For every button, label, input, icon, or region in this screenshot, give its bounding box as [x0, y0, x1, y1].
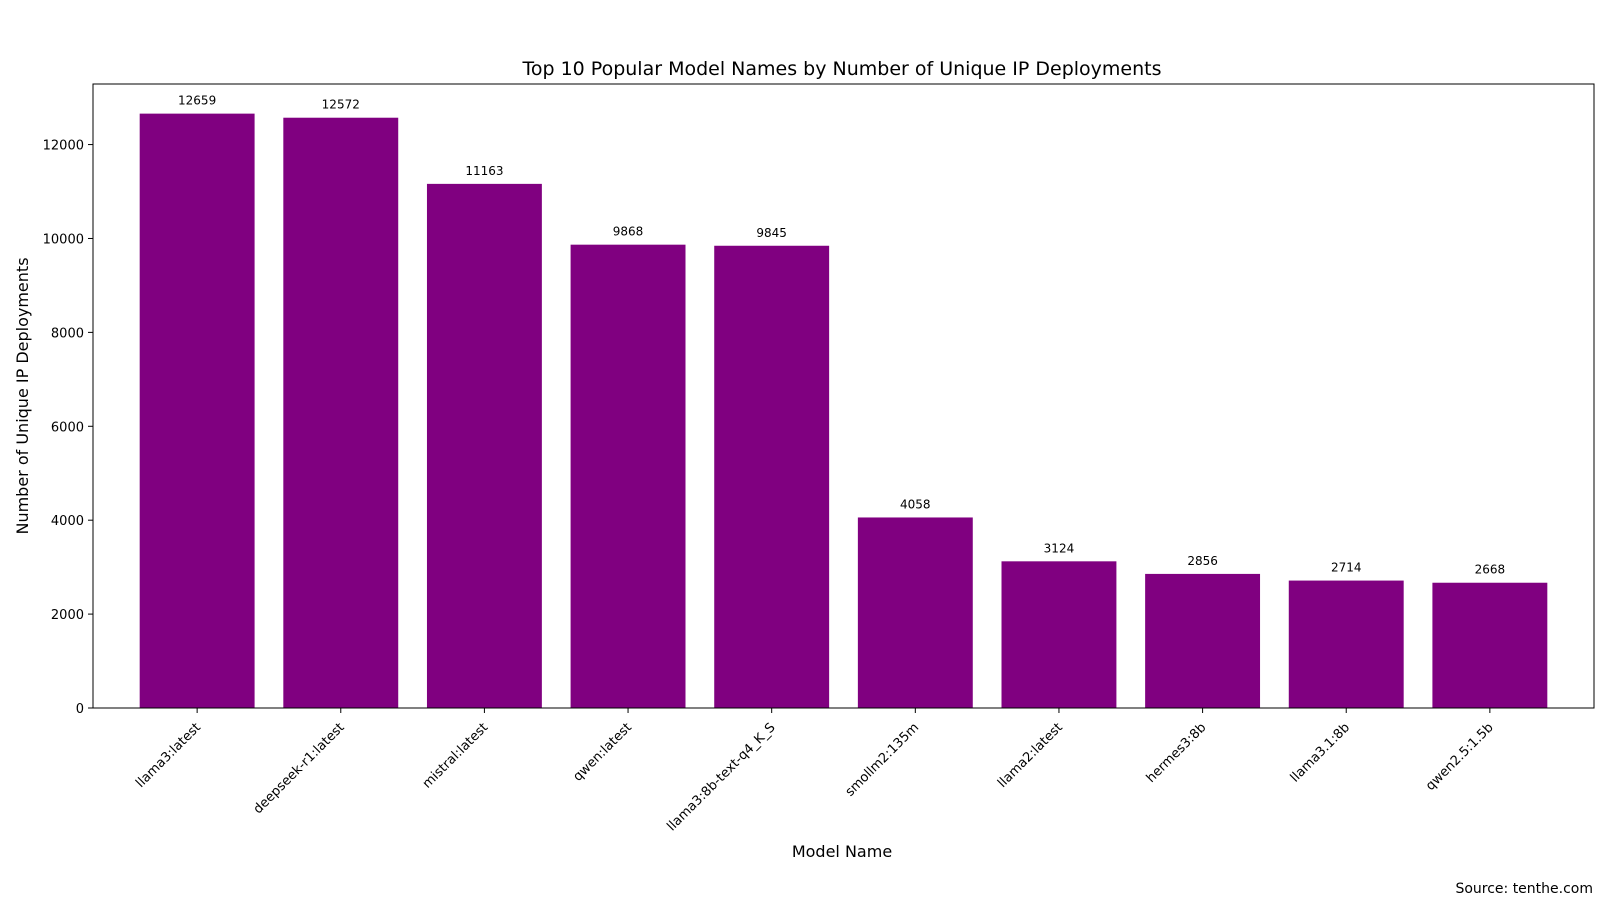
- bar: [1432, 582, 1548, 708]
- x-tick-label: llama3.1:8b: [1288, 720, 1353, 785]
- bar-value-label: 2668: [1475, 563, 1506, 577]
- x-tick-label: llama3:8b-text-q4_K_S: [664, 720, 778, 834]
- bars-group: [139, 113, 1548, 709]
- bar-value-label: 2714: [1331, 561, 1362, 575]
- y-tick-label: 8000: [51, 326, 84, 341]
- y-tick-label: 12000: [43, 139, 84, 154]
- y-axis-label: Number of Unique IP Deployments: [13, 257, 32, 534]
- y-tick-label: 10000: [43, 232, 84, 247]
- x-tick-label: smollm2:135m: [843, 720, 922, 799]
- x-tick-label: qwen2.5:1.5b: [1423, 720, 1497, 794]
- bar-value-label: 12659: [178, 94, 216, 108]
- bar-value-label: 4058: [900, 497, 931, 511]
- bar: [1288, 580, 1404, 708]
- y-tick-label: 4000: [51, 514, 84, 529]
- bar-labels-group: 12659 12572 11163 9868 9845 4058 3124 2856 2714 2…: [178, 94, 1505, 577]
- bar: [857, 517, 973, 708]
- bar: [1001, 561, 1117, 708]
- plot-frame: [92, 83, 1595, 709]
- bar: [570, 244, 686, 708]
- bar: [139, 113, 255, 709]
- y-tick-label: 2000: [51, 608, 84, 623]
- bar-value-label: 2856: [1187, 554, 1218, 568]
- bar: [1145, 573, 1261, 708]
- x-tick-label: llama2:latest: [995, 720, 1066, 791]
- y-tick-label: 0: [76, 702, 84, 717]
- x-axis: llama3:latest deepseek-r1:latest mistral:l…: [133, 708, 1497, 834]
- bar-value-label: 9845: [756, 226, 787, 240]
- bar-value-label: 12572: [322, 98, 360, 112]
- source-note: Source: tenthe.com: [1455, 881, 1593, 897]
- x-tick-label: mistral:latest: [420, 720, 491, 791]
- x-tick-label: qwen:latest: [570, 720, 634, 784]
- x-tick-label: llama3:latest: [133, 720, 204, 791]
- x-tick-label: deepseek-r1:latest: [251, 720, 348, 817]
- bar-value-label: 11163: [465, 164, 503, 178]
- y-tick-label: 6000: [51, 420, 84, 435]
- bar: [283, 117, 399, 708]
- bar-value-label: 9868: [613, 225, 644, 239]
- y-axis: 0 2000 4000 6000 8000 10000 12000: [43, 139, 93, 717]
- x-tick-label: hermes3:8b: [1144, 720, 1210, 786]
- bar: [714, 245, 830, 708]
- x-axis-label: Model Name: [792, 842, 892, 861]
- chart-title: Top 10 Popular Model Names by Number of …: [521, 58, 1161, 80]
- bar-value-label: 3124: [1044, 541, 1075, 555]
- bar: [426, 183, 542, 708]
